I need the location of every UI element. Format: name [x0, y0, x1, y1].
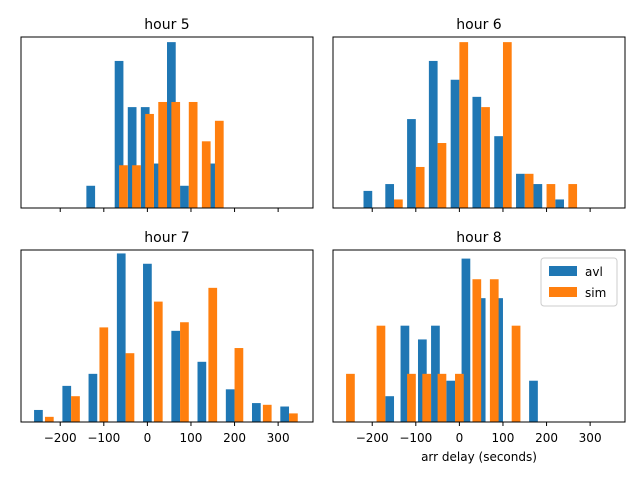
x-tick-label: 200: [535, 431, 558, 445]
bar-sim-3: [99, 327, 109, 422]
bar-sim-4: [422, 373, 432, 422]
bar-sim-6: [188, 101, 198, 208]
x-axis-label: arr delay (seconds): [421, 450, 537, 464]
axes-frame: [332, 249, 626, 423]
bar-avl-3: [88, 373, 98, 422]
subplot-4: −200 −100 0 100 200 300 hour 8 arr delay (secon…: [332, 230, 626, 464]
bar-sim-5: [437, 373, 447, 422]
bar-avl-6: [171, 330, 181, 422]
bar-avl-3: [127, 107, 137, 208]
bar-sim-4: [158, 101, 167, 208]
bar-avl-3: [407, 119, 416, 208]
bar-sim-1: [44, 416, 54, 422]
bar-avl-4: [431, 325, 440, 422]
bar-sim-8: [234, 348, 244, 422]
bar-sim-6: [180, 322, 189, 422]
x-tick-label: 100: [180, 431, 203, 445]
bar-avl-1: [86, 185, 96, 208]
bar-avl-7: [197, 361, 207, 422]
bar-sim-7: [201, 141, 211, 208]
bar-sim-9: [262, 404, 272, 422]
bar-sim-5: [481, 107, 490, 208]
bar-sim-10: [289, 413, 298, 422]
bar-sim-5: [153, 301, 163, 422]
bar-avl-2: [385, 184, 395, 208]
bar-avl-6: [461, 258, 471, 422]
bar-sim-7: [524, 173, 534, 208]
bar-avl-2: [400, 325, 410, 422]
bar-avl-9: [251, 403, 261, 422]
x-tick-label: 300: [267, 431, 290, 445]
bar-sim-8: [546, 184, 556, 208]
subplot-title: hour 7: [144, 230, 189, 246]
bar-avl-4: [116, 253, 126, 422]
bar-sim-3: [407, 373, 416, 422]
bar-sim-2: [71, 396, 80, 422]
bar-sim-2: [132, 165, 141, 208]
bar-sim-7: [472, 279, 482, 422]
bar-avl-5: [143, 263, 152, 422]
bar-avl-7: [180, 185, 189, 208]
bar-sim-1: [119, 165, 128, 208]
bar-sim-9: [511, 325, 521, 422]
bar-avl-8: [225, 389, 235, 422]
bar-sim-3: [145, 113, 154, 208]
bar-avl-10: [555, 199, 564, 208]
bar-sim-2: [376, 325, 386, 422]
bar-sim-1: [394, 199, 403, 208]
bar-avl-8: [208, 163, 218, 208]
subplot-title: hour 8: [456, 230, 501, 246]
bar-avl-10: [280, 406, 290, 422]
bar-sim-7: [208, 287, 218, 422]
legend-label-avl: avl: [585, 265, 603, 279]
bar-sim-9: [568, 184, 578, 208]
subplot-3: −200 −100 0 100 200 300 hour 7: [20, 230, 314, 445]
bar-avl-8: [516, 173, 525, 208]
legend-swatch-sim: [549, 287, 577, 297]
bar-sim-5: [171, 101, 181, 208]
legend-label-sim: sim: [585, 286, 606, 300]
axes-frame: [20, 249, 314, 423]
bar-avl-9: [529, 380, 538, 422]
x-tick-label: 0: [456, 431, 464, 445]
bar-sim-4: [125, 353, 135, 422]
axes-frame: [20, 36, 314, 209]
x-tick-label: 200: [223, 431, 246, 445]
subplot-title: hour 6: [456, 17, 502, 33]
bar-sim-2: [415, 166, 425, 208]
x-tick-label: 0: [144, 431, 152, 445]
bar-avl-9: [533, 184, 543, 208]
subplot-title: hour 5: [144, 17, 189, 33]
bar-avl-6: [472, 96, 482, 208]
bar-sim-8: [489, 279, 499, 422]
bar-avl-5: [446, 380, 456, 422]
bar-sim-1: [346, 373, 355, 422]
bar-avl-2: [62, 385, 72, 422]
x-tick-label: 300: [579, 431, 602, 445]
bar-avl-2: [114, 60, 124, 208]
bar-avl-7: [494, 136, 503, 208]
x-tick-label: −200: [356, 431, 389, 445]
bar-avl-4: [428, 60, 438, 208]
bar-sim-6: [455, 373, 464, 422]
axes-frame: [332, 36, 626, 209]
x-tick-label: −200: [44, 431, 77, 445]
legend: avl sim: [540, 257, 618, 307]
legend-swatch-avl: [549, 266, 577, 276]
subplot-1: hour 5: [20, 17, 314, 212]
bar-sim-3: [437, 143, 447, 208]
bar-sim-6: [502, 42, 512, 208]
bar-avl-5: [450, 79, 460, 208]
x-tick-label: 100: [492, 431, 515, 445]
x-tick-label: −100: [87, 431, 120, 445]
x-tick-label: −100: [399, 431, 432, 445]
bar-avl-1: [385, 396, 395, 422]
bar-sim-4: [459, 42, 469, 208]
bar-sim-8: [214, 120, 224, 208]
bar-avl-1: [34, 409, 43, 422]
bar-avl-1: [363, 190, 373, 208]
subplot-2: hour 6: [332, 17, 626, 212]
